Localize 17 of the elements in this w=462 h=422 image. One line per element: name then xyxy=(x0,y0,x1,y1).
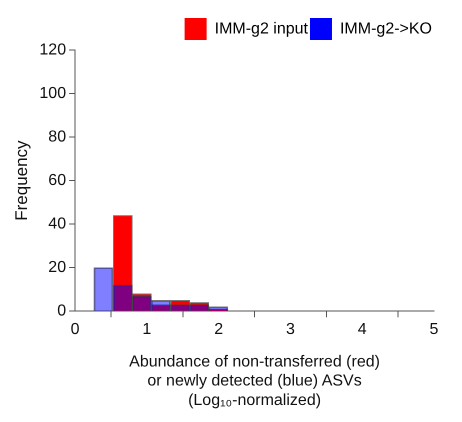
legend-label: IMM-g2->KO xyxy=(340,20,432,38)
x-tick-label: 4 xyxy=(358,321,367,338)
y-tick-label: 80 xyxy=(48,128,66,146)
x-tick-label: 0 xyxy=(70,321,80,338)
legend-label: IMM-g2 input xyxy=(214,20,309,38)
y-axis-title: Frequency xyxy=(12,140,31,221)
x-axis-title: Abundance of non-transferred (red) or newly detected (blue) ASVs (Log₁₀-normalized) xyxy=(129,353,380,409)
x-tick-label: 5 xyxy=(430,321,439,338)
x-tick-label: 3 xyxy=(286,321,295,338)
y-tick-label: 40 xyxy=(48,216,66,233)
x-tick-label: 1 xyxy=(142,321,152,338)
y-tick-label: 60 xyxy=(48,172,66,190)
y-tick-label: 20 xyxy=(48,259,66,276)
y-tick-label: 120 xyxy=(39,41,66,58)
x-tick-label: 2 xyxy=(214,321,224,338)
y-tick-label: 0 xyxy=(57,302,66,320)
y-tick-label: 100 xyxy=(39,84,66,102)
